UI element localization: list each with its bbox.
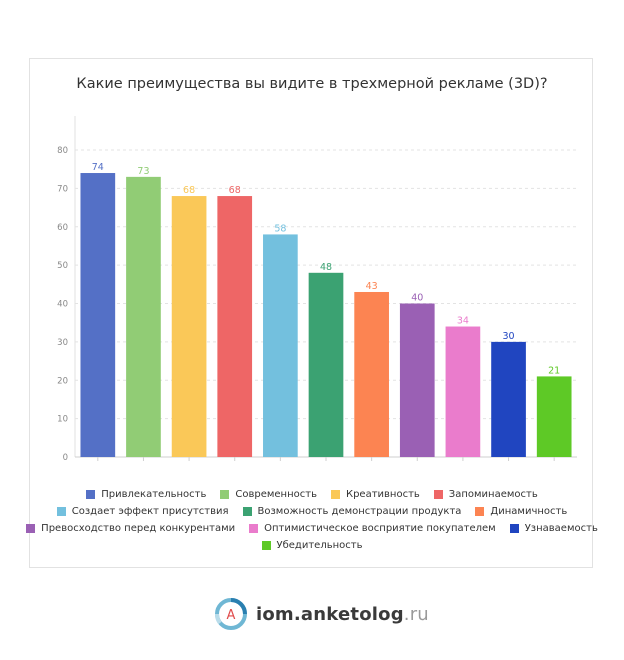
legend-item[interactable]: Превосходство перед конкурентами — [26, 523, 235, 534]
bar-value-label: 30 — [502, 331, 514, 342]
bar-value-label: 21 — [548, 365, 560, 376]
legend-label: Возможность демонстрации продукта — [257, 506, 462, 517]
brand-footer[interactable]: A iom.anketolog.ru — [214, 596, 429, 632]
y-tick-label: 0 — [63, 453, 68, 463]
legend-item[interactable]: Привлекательность — [86, 489, 206, 500]
legend-label: Создает эффект присутствия — [71, 506, 229, 517]
legend-label: Современность — [235, 489, 317, 500]
legend-row: Привлекательность Современность Креативнос… — [40, 486, 584, 503]
bar-value-label: 73 — [137, 166, 149, 177]
bar-value-label: 48 — [320, 262, 332, 273]
legend-row: Убедительность — [40, 537, 584, 554]
legend-label: Динамичность — [490, 506, 568, 517]
bar-11[interactable] — [536, 376, 572, 457]
legend-label: Убедительность — [276, 540, 363, 551]
legend-label: Оптимистическое восприятие покупателем — [264, 523, 496, 534]
bar-9[interactable] — [445, 326, 481, 457]
legend-row: Превосходство перед конкурентами Оптимист… — [26, 520, 598, 537]
legend-item[interactable]: Динамичность — [475, 506, 567, 517]
legend-swatch — [330, 490, 340, 499]
y-tick-label: 10 — [57, 415, 68, 425]
bar-value-label: 34 — [457, 316, 469, 327]
bar-5[interactable] — [263, 234, 298, 457]
legend-swatch — [242, 507, 252, 516]
y-tick-label: 60 — [57, 223, 68, 233]
bar-value-label: 74 — [92, 162, 104, 173]
legend-swatch — [56, 507, 66, 516]
bar-chart: 0 10 20 30 40 50 60 70 80 74 73 68 68 58 48 43 40 34 30 21 — [57, 116, 577, 463]
bar-7[interactable] — [354, 291, 389, 457]
legend-row: Создает эффект присутствия Возможность де… — [40, 503, 584, 520]
bar-1[interactable] — [80, 173, 116, 457]
bar-3[interactable] — [171, 196, 207, 458]
bar-value-label: 68 — [183, 185, 195, 196]
brand-name: iom.anketolog.ru — [256, 603, 429, 625]
legend-swatch — [220, 490, 230, 499]
legend-label: Креативность — [345, 489, 420, 500]
legend-item[interactable]: Современность — [220, 489, 317, 500]
legend-swatch — [433, 490, 443, 499]
legend-swatch — [26, 524, 36, 533]
legend-item[interactable]: Создает эффект присутствия — [56, 506, 229, 517]
legend-item[interactable]: Запоминаемость — [433, 489, 538, 500]
y-tick-label: 20 — [57, 376, 68, 386]
legend-item[interactable]: Убедительность — [261, 540, 363, 551]
chart-legend: Привлекательность Современность Креативнос… — [26, 486, 598, 554]
legend-label: Привлекательность — [101, 489, 207, 500]
bar-value-label: 68 — [229, 185, 241, 196]
legend-item[interactable]: Узнаваемость — [509, 523, 598, 534]
brand-tld: .ru — [403, 603, 429, 625]
legend-item[interactable]: Креативность — [330, 489, 420, 500]
legend-swatch — [249, 524, 259, 533]
bar-4[interactable] — [217, 196, 253, 458]
bar-8[interactable] — [399, 303, 435, 458]
anketolog-logo-icon: A — [215, 598, 247, 630]
legend-swatch — [261, 541, 271, 550]
chart-title: Какие преимущества вы видите в трехмерно… — [76, 76, 548, 92]
legend-label: Узнаваемость — [524, 523, 598, 534]
legend-item[interactable]: Возможность демонстрации продукта — [242, 506, 462, 517]
y-tick-label: 80 — [57, 146, 68, 156]
y-tick-label: 40 — [57, 300, 68, 310]
bar-6[interactable] — [308, 272, 344, 457]
legend-swatch — [86, 490, 96, 499]
bar-10[interactable] — [491, 341, 526, 457]
y-tick-label: 30 — [57, 338, 68, 348]
bar-value-label: 58 — [274, 223, 286, 234]
legend-label: Запоминаемость — [448, 489, 538, 500]
legend-swatch — [475, 507, 485, 516]
bar-value-label: 43 — [366, 281, 378, 292]
y-tick-label: 70 — [57, 184, 68, 194]
bar-2[interactable] — [126, 176, 161, 458]
legend-swatch — [509, 524, 519, 533]
legend-item[interactable]: Оптимистическое восприятие покупателем — [249, 523, 496, 534]
bar-value-label: 40 — [411, 293, 423, 304]
logo-letter: A — [227, 608, 236, 623]
y-tick-label: 50 — [57, 261, 68, 271]
legend-label: Превосходство перед конкурентами — [41, 523, 236, 534]
